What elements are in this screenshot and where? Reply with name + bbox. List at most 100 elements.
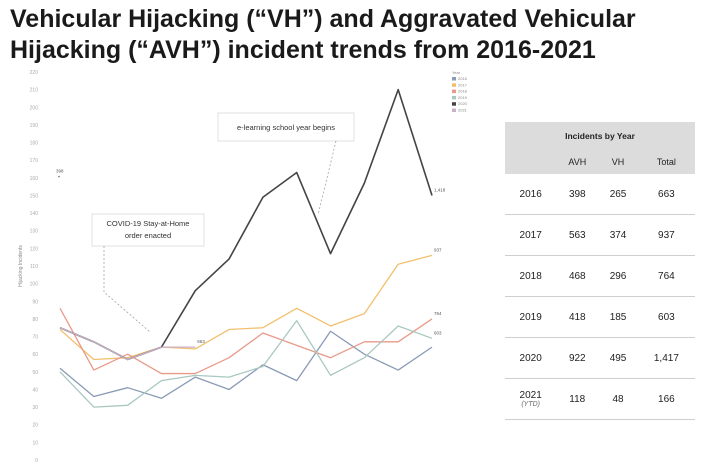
- y-tick-label: 160: [30, 176, 39, 182]
- avh-cell: 468: [556, 255, 599, 297]
- y-tick-label: 190: [30, 123, 39, 129]
- incidents-table: Incidents by Year AVH VH Total 2016 398 …: [505, 122, 695, 420]
- table-row: 2016 398 265 663: [505, 174, 695, 215]
- avh-cell: 118: [556, 378, 599, 420]
- y-tick-label: 110: [30, 264, 38, 270]
- series-line-2017: [59, 254, 433, 361]
- year-value: 2021: [519, 390, 542, 401]
- y-tick-label: 220: [30, 70, 39, 76]
- y-tick-label: 130: [30, 229, 39, 235]
- y-tick-label: 0: [35, 458, 38, 463]
- y-tick-label: 140: [30, 211, 39, 217]
- ytd-note: (YTD): [521, 401, 540, 408]
- table-title: Incidents by Year: [505, 122, 695, 150]
- point-marker: [58, 175, 60, 178]
- annotation-box-elearning: [217, 112, 355, 142]
- legend-swatch-2018: [452, 89, 456, 94]
- line-chart: 0 10 20 30 40 50 60 70 80 90 100 110 120 130 140 150 160…: [18, 70, 468, 463]
- column-header-avh: AVH: [556, 150, 599, 174]
- y-tick-label: 10: [32, 440, 38, 446]
- legend-label-2020: 2020: [458, 101, 468, 106]
- series-layer: 937 764 603 1,418 663 398: [56, 88, 446, 408]
- vh-cell: 48: [598, 378, 638, 420]
- annotation-leader-covid: [103, 246, 151, 333]
- total-cell: 937: [637, 214, 695, 256]
- column-header-total: Total: [637, 150, 695, 174]
- legend-swatch-2016: [452, 77, 456, 81]
- legend-swatch-2021: [452, 108, 456, 112]
- total-cell: 764: [637, 255, 695, 297]
- total-cell: 166: [637, 378, 695, 420]
- year-value: 2016: [519, 188, 542, 200]
- point-label: 398: [56, 169, 64, 174]
- row-year: 2016: [505, 174, 557, 215]
- annotation-text-covid: order enacted: [125, 231, 171, 240]
- row-year: 2018: [505, 255, 557, 297]
- y-tick-label: 30: [32, 405, 38, 411]
- year-value: 2017: [519, 229, 542, 241]
- series-line-2016: [59, 330, 433, 399]
- avh-cell: 398: [556, 174, 599, 215]
- series-end-label: 603: [434, 330, 442, 335]
- series-end-label: 663: [197, 339, 205, 344]
- y-tick-label: 20: [32, 423, 38, 429]
- vh-cell: 374: [598, 214, 638, 256]
- legend-label-2019: 2019: [458, 95, 468, 100]
- series-line-2021: [59, 327, 196, 361]
- year-value: 2018: [519, 270, 542, 282]
- annotation-layer: COVID-19 Stay-at-Home order enacted e-lear…: [91, 112, 355, 333]
- legend-swatch-2019: [452, 95, 456, 100]
- y-tick-label: 180: [30, 141, 39, 147]
- vh-cell: 185: [598, 296, 638, 338]
- table-row: 2018 468 296 764: [505, 255, 695, 297]
- annotation-box-covid: [91, 213, 205, 247]
- y-tick-label: 60: [32, 352, 38, 358]
- y-tick-label: 50: [32, 370, 38, 376]
- avh-cell: 418: [556, 296, 599, 338]
- y-tick-label: 70: [32, 335, 38, 341]
- column-header-vh: VH: [598, 150, 638, 174]
- legend-label-2016: 2016: [458, 76, 468, 81]
- legend-swatch-2017: [452, 83, 456, 87]
- annotation-text-elearning: e-learning school year begins: [237, 123, 335, 132]
- series-line-2019: [59, 320, 433, 408]
- table-row: 2020 922 495 1,417: [505, 337, 695, 379]
- annotation-text-covid: COVID-19 Stay-at-Home: [107, 219, 190, 228]
- legend-swatch-2020: [452, 102, 456, 106]
- series-end-label: 1,418: [434, 187, 446, 192]
- series-line-2018: [59, 308, 433, 375]
- year-value: 2020: [519, 352, 542, 364]
- total-cell: 663: [637, 174, 695, 215]
- y-tick-label: 210: [30, 88, 39, 94]
- y-tick-label: 100: [30, 282, 39, 288]
- table-row: 2021 (YTD) 118 48 166: [505, 378, 695, 420]
- row-year: 2021 (YTD): [505, 378, 557, 420]
- column-header-year: [505, 150, 557, 174]
- total-cell: 1,417: [637, 337, 695, 379]
- series-end-label: 764: [434, 311, 442, 316]
- y-tick-label: 120: [30, 246, 39, 252]
- vh-cell: 296: [598, 255, 638, 297]
- row-year: 2020: [505, 337, 557, 379]
- legend-label-2018: 2018: [458, 89, 468, 94]
- y-axis: 0 10 20 30 40 50 60 70 80 90 100 110 120 130 140 150 160…: [18, 70, 38, 463]
- year-value: 2019: [519, 311, 542, 323]
- table-row: 2019 418 185 603: [505, 296, 695, 338]
- series-end-label: 937: [434, 247, 442, 252]
- y-tick-label: 200: [30, 105, 39, 111]
- vh-cell: 265: [598, 174, 638, 215]
- row-year: 2019: [505, 296, 557, 338]
- row-year: 2017: [505, 214, 557, 256]
- total-cell: 603: [637, 296, 695, 338]
- y-tick-label: 170: [30, 158, 39, 164]
- avh-cell: 563: [556, 214, 599, 256]
- y-tick-label: 40: [32, 387, 38, 393]
- y-tick-label: 150: [30, 193, 39, 199]
- legend-label-2017: 2017: [458, 82, 468, 87]
- y-tick-label: 90: [32, 299, 38, 305]
- annotation-leader-elearning: [317, 140, 337, 216]
- table-row: 2017 563 374 937: [505, 214, 695, 256]
- legend-label-2021: 2021: [458, 108, 468, 113]
- y-tick-label: 80: [32, 317, 38, 323]
